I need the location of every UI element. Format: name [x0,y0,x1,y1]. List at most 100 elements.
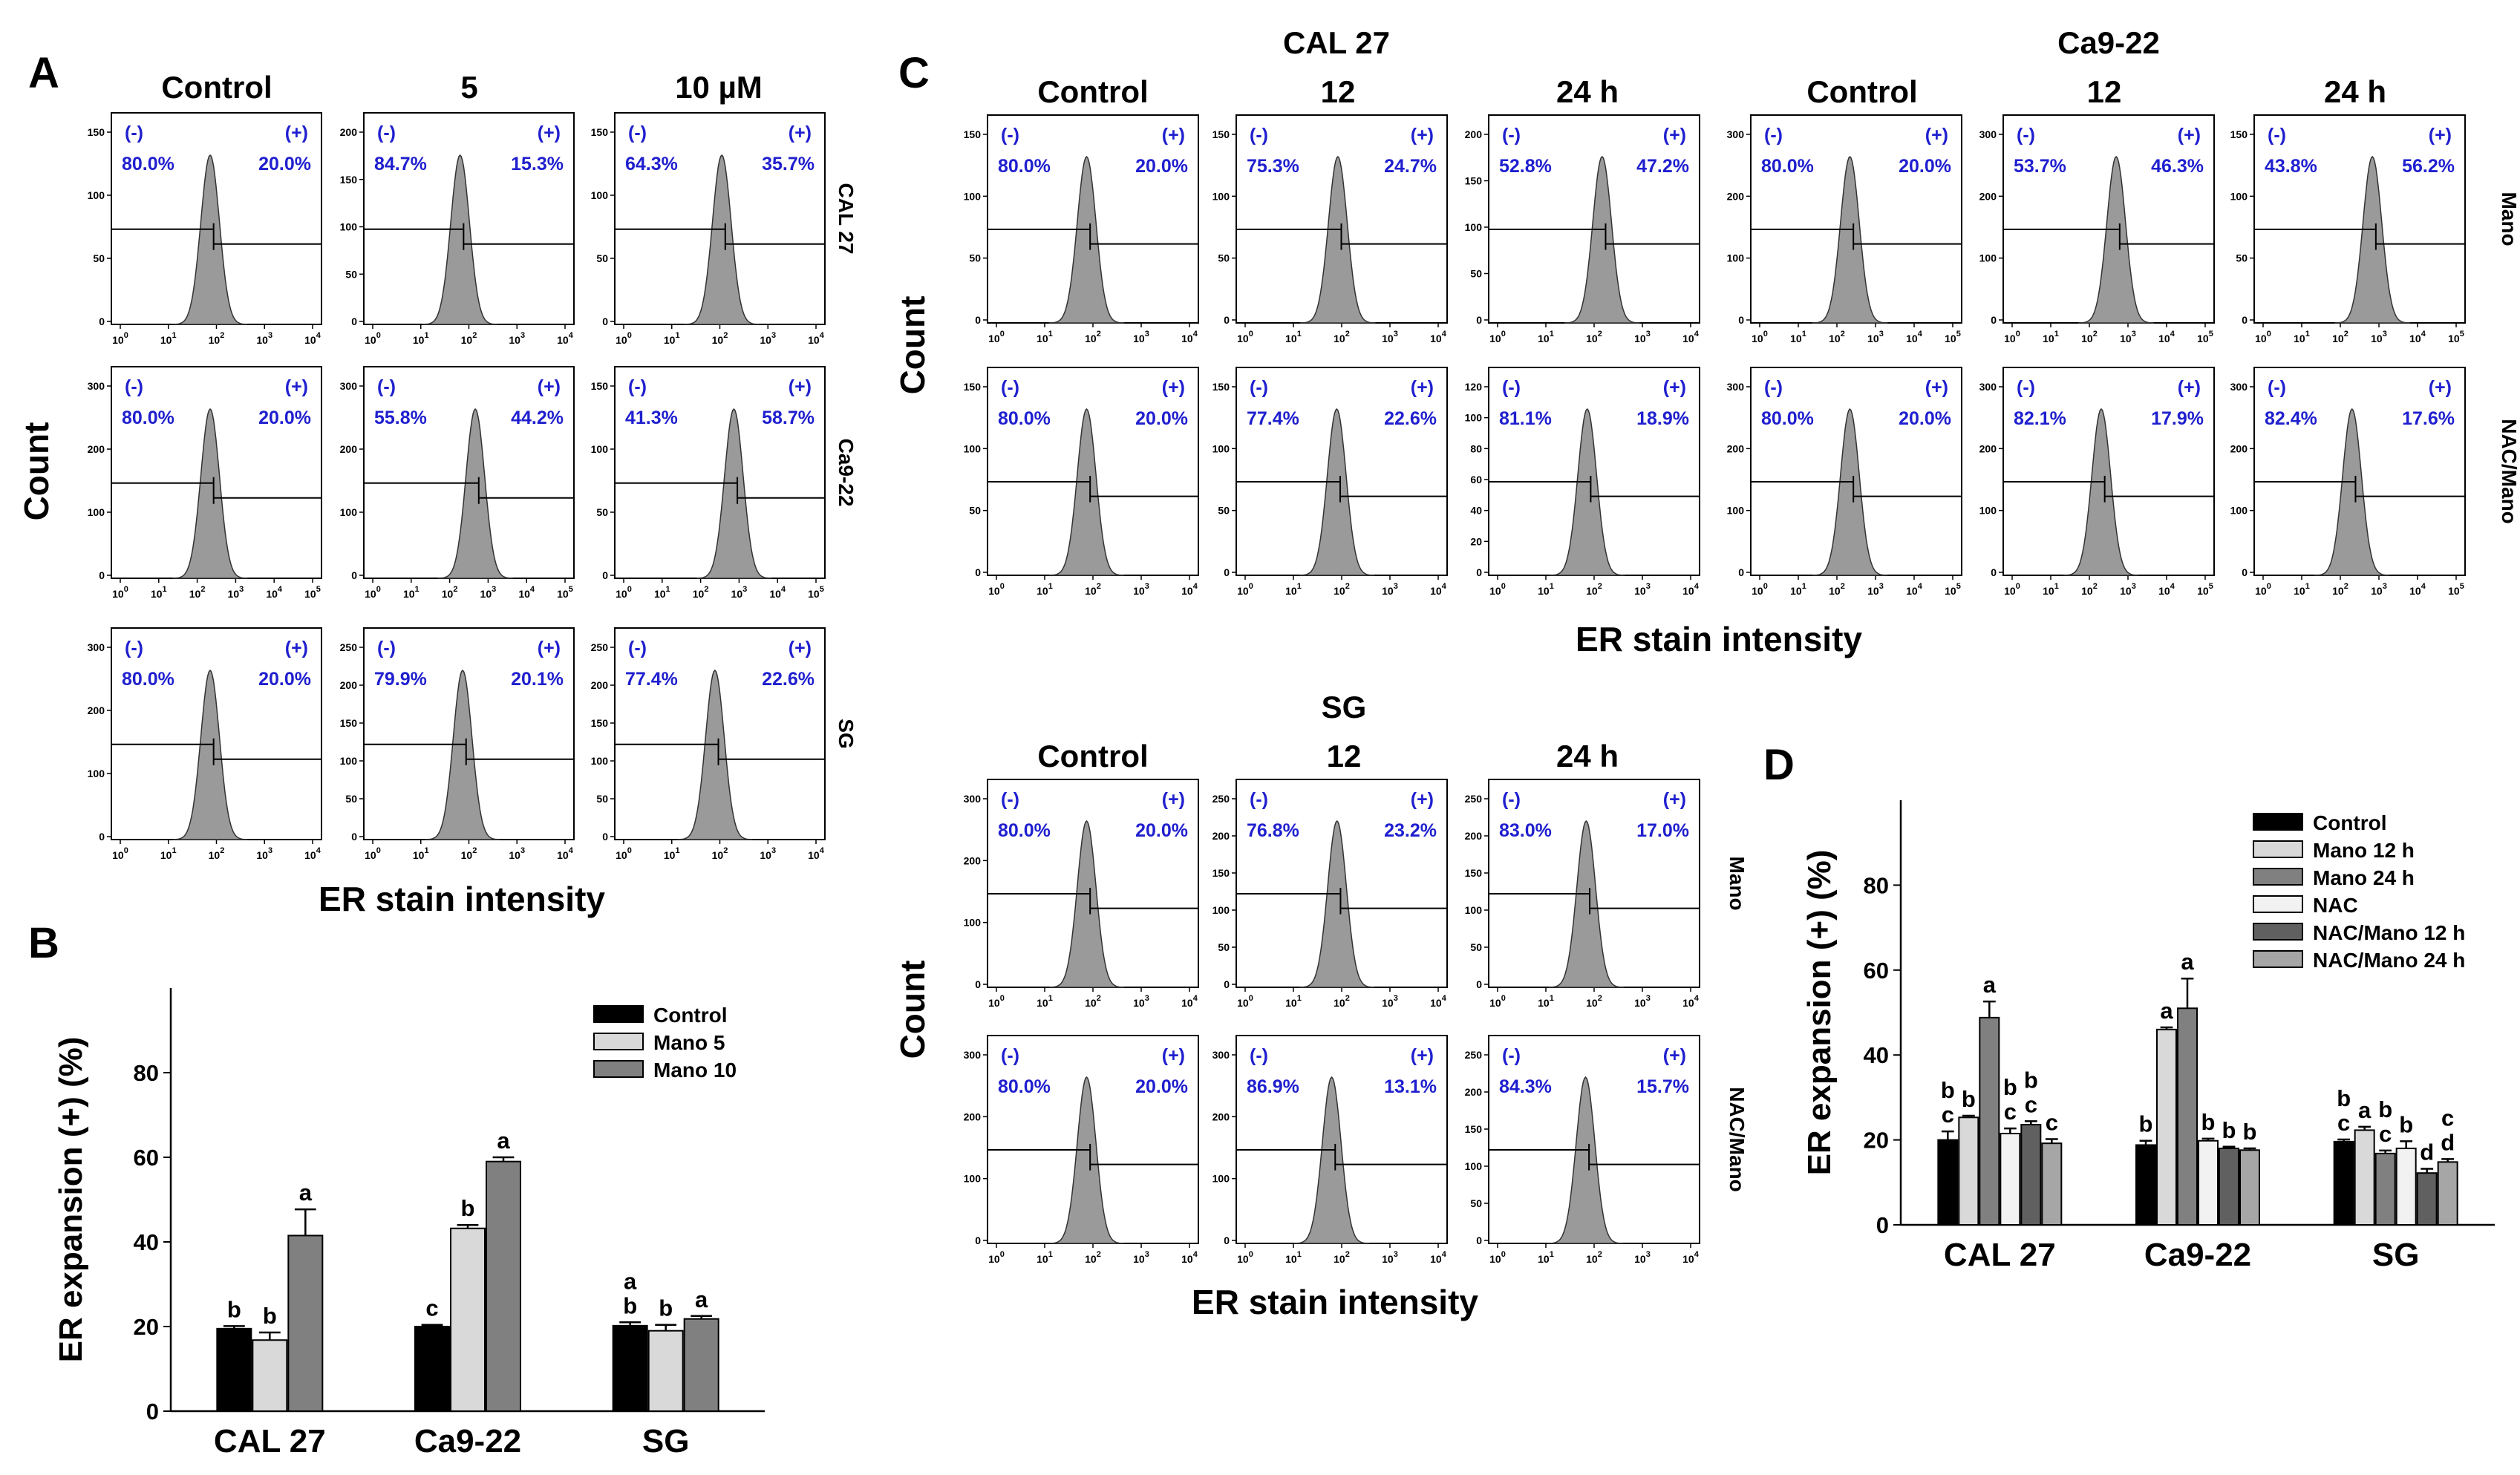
chartB-ylabel: ER expansion (+) (%) [53,1037,89,1363]
panelA-r0c0-xtick-label: 102 [209,331,225,346]
chartB-bar [287,1234,324,1412]
panelA-r0c0-ytick-label: 50 [93,252,105,264]
panelC-r1c0-neg-percent: 80.0% [998,408,1051,429]
panelSG-r1c0-xtick-label: 101 [1037,1250,1053,1265]
panelA-r1c2-xtick-label: 103 [731,585,748,600]
panelC-r1c0-ytick-label: 100 [964,442,982,454]
panelSG-r0c2-ytick-label: 0 [1476,978,1482,990]
panelSG-r1c0-xtick-label: 102 [1085,1250,1101,1265]
chartD-legend-swatch [2253,813,2303,831]
panelC-r1c5-xtick-label: 102 [2332,582,2348,597]
panelSG-r1c1-neg-percent: 86.9% [1247,1076,1299,1097]
panelC-r1c0-histogram [1048,408,1125,576]
panel-c-header-2: 12 [1321,74,1356,109]
panel-c-header-3: 24 h [1556,74,1619,109]
panelA-r0c2-histogram [684,154,760,325]
panelSG-r0c0-pos-label: (+) [1162,789,1185,810]
panelA-r1c0-neg-percent: 80.0% [122,408,174,428]
panel-sg-title: SG [1322,690,1367,725]
chartD-error-bar [1962,1114,1975,1118]
panelC-r0c3-xtick-label: 100 [1752,330,1768,344]
panelC-r0c1-ytick-label: 100 [1212,190,1230,202]
panelSG-r1c2-ytick-label: 250 [1465,1049,1483,1061]
panelC-r1c2-ytick-label: 100 [1465,412,1483,424]
panelA-r0c0-xtick-label: 101 [160,331,177,346]
panel-sg-xlabel: ER stain intensity [1192,1283,1478,1321]
panelA-r2c0-xtick-label: 100 [112,846,128,861]
panelA-r0c2-ytick-label: 100 [591,189,609,201]
panelA-r0c1-ytick-label: 200 [340,126,358,138]
chartD-legend-swatch [2253,950,2303,968]
chartB-error-bar [691,1315,713,1319]
panelA-r1c1-ytick-label: 100 [340,506,358,518]
panelC-r1c3-xtick-label: 102 [1829,582,1845,597]
panelC-row-label: Mano [2498,192,2520,246]
panelC-r0c0-ytick-label: 0 [975,314,981,326]
panelC-r1c3-pos-percent: 20.0% [1899,408,1951,429]
chartD-error-bar [2024,1120,2037,1125]
chartB-bar [414,1326,450,1412]
panelC-r0c2-gate-marker [1489,223,1700,250]
chartD-bar [1937,1139,1959,1226]
panelSG-r1c1-plot: 0 100 200 300 100 101 102 103 104 (-) (+) 86.9% 13.1… [1212,1035,1448,1265]
panelA-r0c1-histogram [422,154,498,325]
chartD-significance-letter: c [2046,1109,2058,1135]
panelA-r1c2-ytick-label: 50 [596,506,608,518]
panelSG-r1c2-pos-label: (+) [1663,1045,1686,1066]
chartD-significance-letter: b [1941,1077,1955,1103]
panelC-r0c2-pos-label: (+) [1663,125,1686,145]
panelA-r2c1-ytick-label: 50 [345,793,357,805]
panelSG-r1c1-histogram [1293,1076,1370,1244]
panel-a-header-10: 10 µM [675,70,763,105]
panelC-r0c0-xtick-label: 100 [988,330,1005,344]
panelC-r1c5-xtick-label: 104 [2409,582,2426,597]
panelC-r0c0-histogram [1048,155,1125,324]
panelSG-r0c2-ytick-label: 150 [1465,867,1483,879]
panelC-r1c1-plot: 0 50 100 150 100 101 102 103 104 (-) (+) 77.4% 22.6% [1212,367,1448,597]
chartD-bar [2198,1139,2219,1226]
chartD-bar [2156,1028,2177,1226]
panelSG-r0c2-neg-label: (-) [1502,789,1521,810]
panelC-r1c0-xtick-label: 101 [1037,582,1053,597]
panelA-r2c0-pos-percent: 20.0% [258,669,311,690]
panelSG-r1c1-pos-percent: 13.1% [1384,1076,1437,1097]
panelC-r0c0-xtick-label: 101 [1037,330,1053,344]
panelA-r1c0-xtick-label: 104 [266,585,283,600]
chartD-significance-letter: b [1962,1086,1976,1112]
panelA-r1c0-xtick-label: 101 [151,585,167,600]
panelC-r1c1-ytick-label: 50 [1218,505,1230,517]
chartD-bar [2374,1152,2396,1226]
panelA-r2c1-histogram [425,669,500,840]
chartD-error-bar [2201,1137,2215,1141]
panelC-r0c1-neg-label: (-) [1250,125,1268,145]
panelA-r1c2-xtick-label: 100 [616,585,632,600]
panelA-r0c0-pos-percent: 20.0% [258,154,311,174]
panelSG-r0c2-xtick-label: 100 [1489,994,1506,1009]
panelC-r0c2-ytick-label: 0 [1476,314,1482,326]
panelA-r0c1-plot: 0 50 100 150 200 100 101 102 103 104 (-) (+) 84.7% 15… [340,112,575,346]
panelA-r2c2-ytick-label: 0 [602,831,608,843]
panelSG-r1c2-plot: 0 50 100 150 200 250 100 101 102 103 104 (-) (+) 84.3… [1465,1035,1700,1265]
panelA-r0c1-xtick-label: 104 [557,331,574,346]
chartD-significance-letter: a [1983,972,1997,998]
panelSG-r1c2-xtick-label: 104 [1682,1250,1700,1265]
panelA-r1c0-gate-marker [111,477,321,504]
panelSG-r0c1-histogram [1299,820,1375,988]
panel-c-header-5: 12 [2087,74,2122,109]
chartD-error-bar [2400,1140,2413,1149]
panelA-r2c1-neg-percent: 79.9% [374,669,427,690]
panelC-r1c5-ytick-label: 0 [2242,566,2248,578]
panelC-r1c4-xtick-label: 104 [2158,582,2175,597]
panelA-r2c2-plot: 0 50 100 150 200 250 100 101 102 103 104 (-) (+) 77.4… [591,627,826,861]
panelSG-r1c0-neg-label: (-) [1001,1045,1019,1066]
panelC-r0c1-neg-percent: 75.3% [1247,156,1299,177]
panel-a-header-5: 5 [460,70,477,105]
panelSG-r0c0-neg-label: (-) [1001,789,1019,810]
chartD-bar [2239,1149,2260,1226]
panelA-r1c1-ytick-label: 0 [351,569,357,581]
panelC-r0c2-ytick-label: 150 [1465,175,1483,187]
panelA-r2c1-ytick-label: 0 [351,831,357,843]
panelA-row-label: Ca9-22 [835,439,858,507]
chartD-significance-letter: a [2358,1097,2372,1123]
